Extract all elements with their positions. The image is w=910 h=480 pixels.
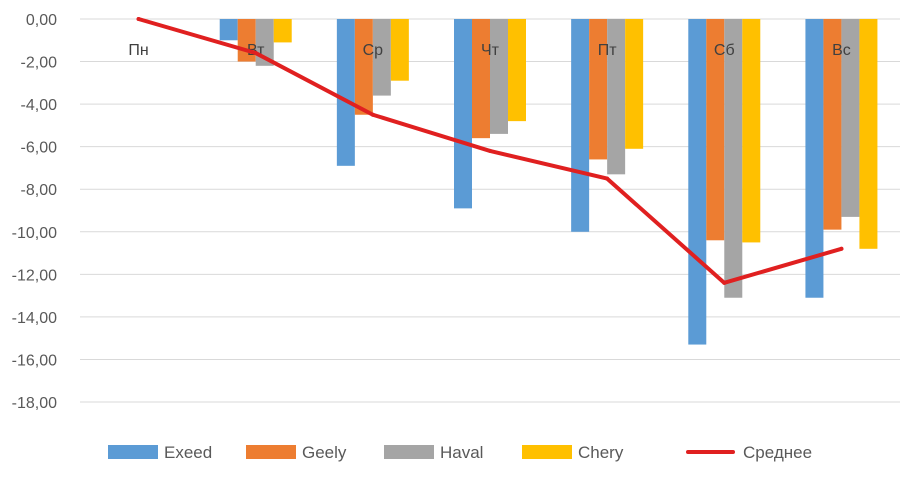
y-tick-label: -8,00: [21, 182, 58, 199]
y-tick-label: -14,00: [12, 310, 57, 327]
y-axis-tick-labels: 0,00 -2,00 -4,00 -6,00 -8,00 -10,00 -12,00 -14,…: [12, 12, 57, 412]
y-tick-label: -2,00: [21, 55, 58, 72]
gridlines: [80, 18, 900, 403]
bars: [219, 19, 878, 345]
category-label: Сб: [714, 42, 735, 59]
bar-chery-5: [742, 19, 761, 243]
bar-geely-6: [823, 19, 842, 230]
bar-geely-4: [589, 19, 608, 160]
y-tick-label: -12,00: [12, 267, 57, 284]
legend-label: Среднее: [743, 443, 812, 462]
line-point-1: [253, 51, 258, 56]
line-point-4: [605, 176, 610, 181]
legend-label: Exeed: [164, 443, 212, 462]
line-point-2: [370, 112, 375, 117]
y-tick-label: -16,00: [12, 352, 57, 369]
y-tick-label: 0,00: [26, 12, 57, 29]
category-label: Пт: [598, 42, 618, 59]
legend-swatch-haval: [384, 445, 434, 459]
category-label: Ср: [363, 42, 384, 59]
legend: Exeed Geely Haval Chery Среднее: [108, 443, 812, 462]
bar-chery-3: [508, 19, 526, 122]
category-labels: Пн Вт Ср Чт Пт Сб Вс: [128, 42, 850, 59]
legend-label: Haval: [440, 443, 483, 462]
y-tick-label: -18,00: [12, 395, 57, 412]
bar-chery-6: [859, 19, 878, 249]
bar-geely-2: [354, 19, 373, 115]
line-point-0: [136, 17, 141, 21]
line-point-5: [722, 280, 727, 285]
y-tick-label: -4,00: [21, 97, 58, 114]
legend-swatch-exeed: [108, 445, 158, 459]
bar-exeed-3: [454, 19, 472, 209]
category-label: Пн: [128, 42, 148, 59]
category-label: Вс: [832, 42, 851, 59]
bar-haval-5: [724, 19, 743, 298]
bar-haval-4: [607, 19, 626, 175]
line-point-6: [839, 246, 844, 251]
bar-haval-3: [490, 19, 508, 134]
bar-geely-3: [472, 19, 490, 139]
legend-swatch-chery: [522, 445, 572, 459]
line-point-3: [488, 148, 492, 153]
y-tick-label: -10,00: [12, 225, 57, 242]
bar-geely-5: [706, 19, 725, 241]
bar-exeed-1: [219, 19, 238, 41]
bar-exeed-5: [688, 19, 707, 345]
average-line: [136, 17, 844, 285]
legend-label: Geely: [302, 443, 347, 462]
bar-chery-2: [390, 19, 409, 81]
legend-label: Chery: [578, 443, 624, 462]
bar-exeed-6: [805, 19, 824, 298]
bar-haval-6: [841, 19, 860, 217]
y-tick-label: -6,00: [21, 140, 58, 157]
bar-exeed-2: [336, 19, 355, 166]
bar-chery-4: [625, 19, 644, 149]
bar-exeed-4: [571, 19, 590, 232]
legend-swatch-geely: [246, 445, 296, 459]
bar-haval-2: [372, 19, 391, 96]
bar-chery-1: [273, 19, 292, 43]
category-label: Чт: [481, 42, 500, 59]
